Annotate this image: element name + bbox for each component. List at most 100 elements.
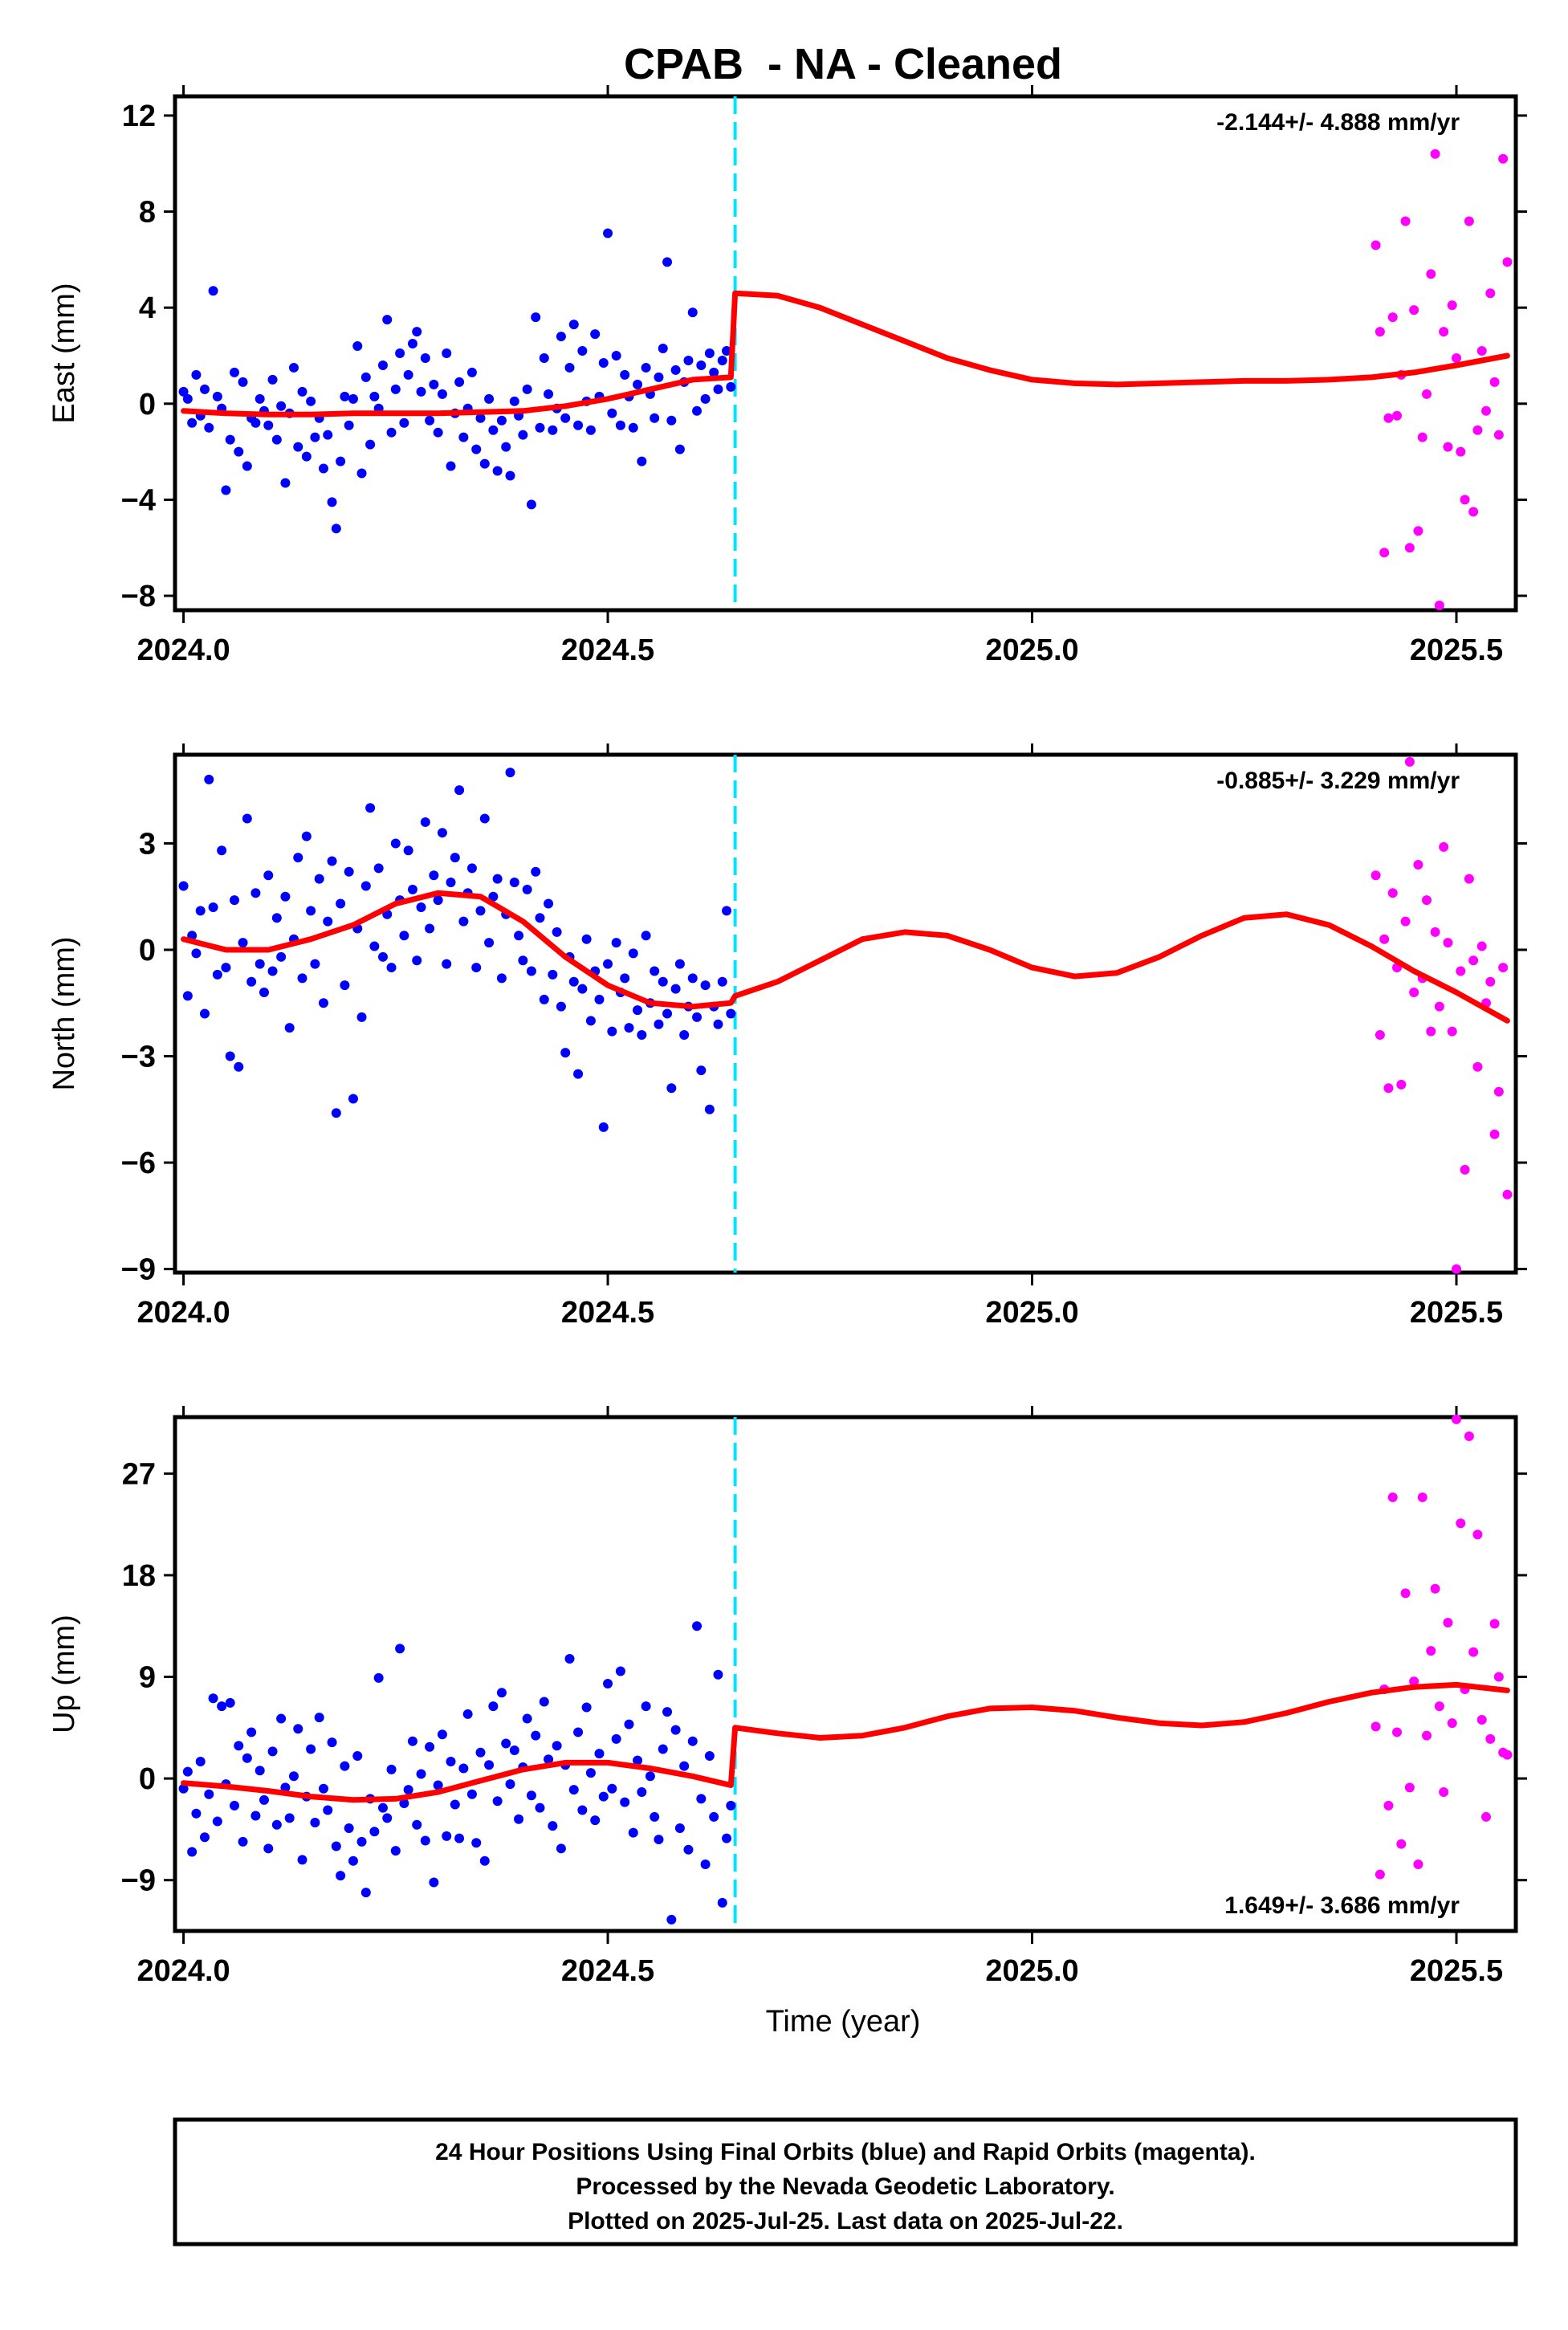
final-orbit-point — [229, 1800, 239, 1811]
final-orbit-point — [356, 1012, 367, 1022]
final-orbit-point — [633, 1755, 643, 1766]
final-orbit-point — [238, 938, 248, 948]
final-orbit-point — [568, 320, 579, 330]
final-orbit-point — [242, 813, 252, 824]
final-orbit-point — [399, 1798, 409, 1809]
final-orbit-point — [182, 991, 193, 1001]
x-axis-label: Time (year) — [766, 2005, 921, 2039]
rapid-orbit-point — [1464, 874, 1474, 884]
final-orbit-point — [442, 348, 452, 358]
footer-box: 24 Hour Positions Using Final Orbits (bl… — [173, 2117, 1518, 2246]
final-orbit-point — [450, 853, 460, 863]
x-tick-label: 2025.0 — [985, 1954, 1078, 1988]
final-orbit-point — [594, 994, 605, 1004]
final-orbit-point — [399, 931, 409, 941]
final-orbit-point — [331, 1841, 341, 1851]
rapid-orbit-point — [1456, 1518, 1466, 1529]
final-orbit-point — [484, 938, 495, 948]
rapid-orbit-point — [1417, 1492, 1427, 1502]
final-orbit-point — [369, 391, 380, 401]
final-orbit-point — [564, 362, 575, 373]
rapid-orbit-point — [1476, 346, 1487, 356]
final-orbit-point — [556, 1843, 566, 1854]
final-orbit-point — [442, 959, 452, 969]
y-tick-label: 0 — [139, 1762, 156, 1796]
rapid-orbit-point — [1468, 507, 1479, 517]
final-orbit-point — [280, 478, 291, 488]
final-orbit-point — [650, 1811, 660, 1822]
final-orbit-point — [722, 906, 732, 916]
final-orbit-point — [518, 955, 528, 966]
final-orbit-point — [352, 1750, 363, 1761]
final-orbit-point — [310, 959, 320, 969]
rapid-orbit-point — [1370, 240, 1381, 251]
final-orbit-point — [377, 951, 388, 962]
final-orbit-point — [314, 874, 324, 884]
final-orbit-point — [679, 1761, 690, 1771]
final-orbit-point — [484, 1760, 495, 1770]
final-orbit-point — [242, 461, 252, 471]
plot-frame — [173, 752, 1518, 1275]
final-orbit-point — [306, 396, 316, 406]
rapid-orbit-point — [1456, 446, 1466, 457]
rapid-orbit-point — [1404, 1782, 1415, 1793]
rapid-orbit-point — [1443, 938, 1453, 948]
final-orbit-point — [348, 1855, 358, 1866]
final-orbit-point — [471, 444, 482, 454]
final-orbit-point — [352, 341, 363, 352]
final-orbit-point — [234, 446, 244, 457]
final-orbit-point — [217, 845, 227, 856]
final-orbit-point — [195, 906, 206, 916]
final-orbit-point — [199, 1008, 210, 1019]
rapid-orbit-point — [1379, 548, 1390, 558]
final-orbit-point — [178, 1783, 189, 1794]
final-orbit-point — [407, 884, 417, 894]
final-orbit-point — [666, 1083, 677, 1094]
final-orbit-point — [670, 1725, 681, 1735]
final-orbit-point — [182, 1766, 193, 1777]
final-orbit-point — [488, 891, 499, 902]
final-orbit-point — [581, 1702, 592, 1713]
rapid-orbit-point — [1489, 1129, 1500, 1139]
final-orbit-point — [369, 1827, 380, 1837]
final-orbit-point — [526, 1790, 536, 1801]
final-orbit-point — [225, 1051, 235, 1061]
y-axis-label: North (mm) — [47, 936, 81, 1090]
x-tick-label: 2025.5 — [1410, 1954, 1503, 1988]
final-orbit-point — [212, 969, 222, 980]
velocity-annotation: 1.649+/- 3.686 mm/yr — [1224, 1892, 1460, 1919]
final-orbit-point — [696, 360, 707, 370]
rapid-orbit-point — [1434, 601, 1444, 611]
final-orbit-point — [628, 422, 638, 433]
rapid-orbit-point — [1468, 955, 1479, 966]
final-orbit-point — [267, 374, 278, 385]
final-orbit-point — [276, 401, 287, 411]
rapid-orbit-point — [1422, 1730, 1432, 1741]
final-orbit-point — [327, 497, 337, 507]
final-orbit-point — [590, 1815, 601, 1826]
final-orbit-point — [692, 1621, 703, 1631]
final-orbit-point — [594, 1749, 605, 1759]
final-orbit-point — [412, 1819, 422, 1830]
rapid-orbit-point — [1447, 300, 1457, 311]
final-orbit-point — [365, 439, 376, 450]
rapid-orbit-point — [1452, 1264, 1462, 1274]
final-orbit-point — [288, 1771, 299, 1782]
rapid-orbit-point — [1485, 976, 1496, 987]
y-tick-label: −9 — [121, 1864, 156, 1898]
final-orbit-point — [340, 391, 350, 401]
final-orbit-point — [548, 1821, 558, 1831]
final-orbit-point — [399, 418, 409, 428]
final-orbit-point — [700, 980, 711, 991]
final-orbit-point — [267, 1746, 278, 1757]
rapid-orbit-point — [1426, 1646, 1436, 1656]
final-orbit-point — [323, 916, 333, 927]
final-orbit-point — [373, 1672, 384, 1683]
final-orbit-point — [271, 913, 282, 923]
final-orbit-point — [471, 963, 482, 973]
rapid-orbit-point — [1370, 1721, 1381, 1732]
rapid-orbit-point — [1447, 1718, 1457, 1729]
final-orbit-point — [637, 1030, 647, 1041]
velocity-annotation: -2.144+/- 4.888 mm/yr — [1216, 109, 1460, 136]
rapid-orbit-point — [1404, 756, 1415, 767]
